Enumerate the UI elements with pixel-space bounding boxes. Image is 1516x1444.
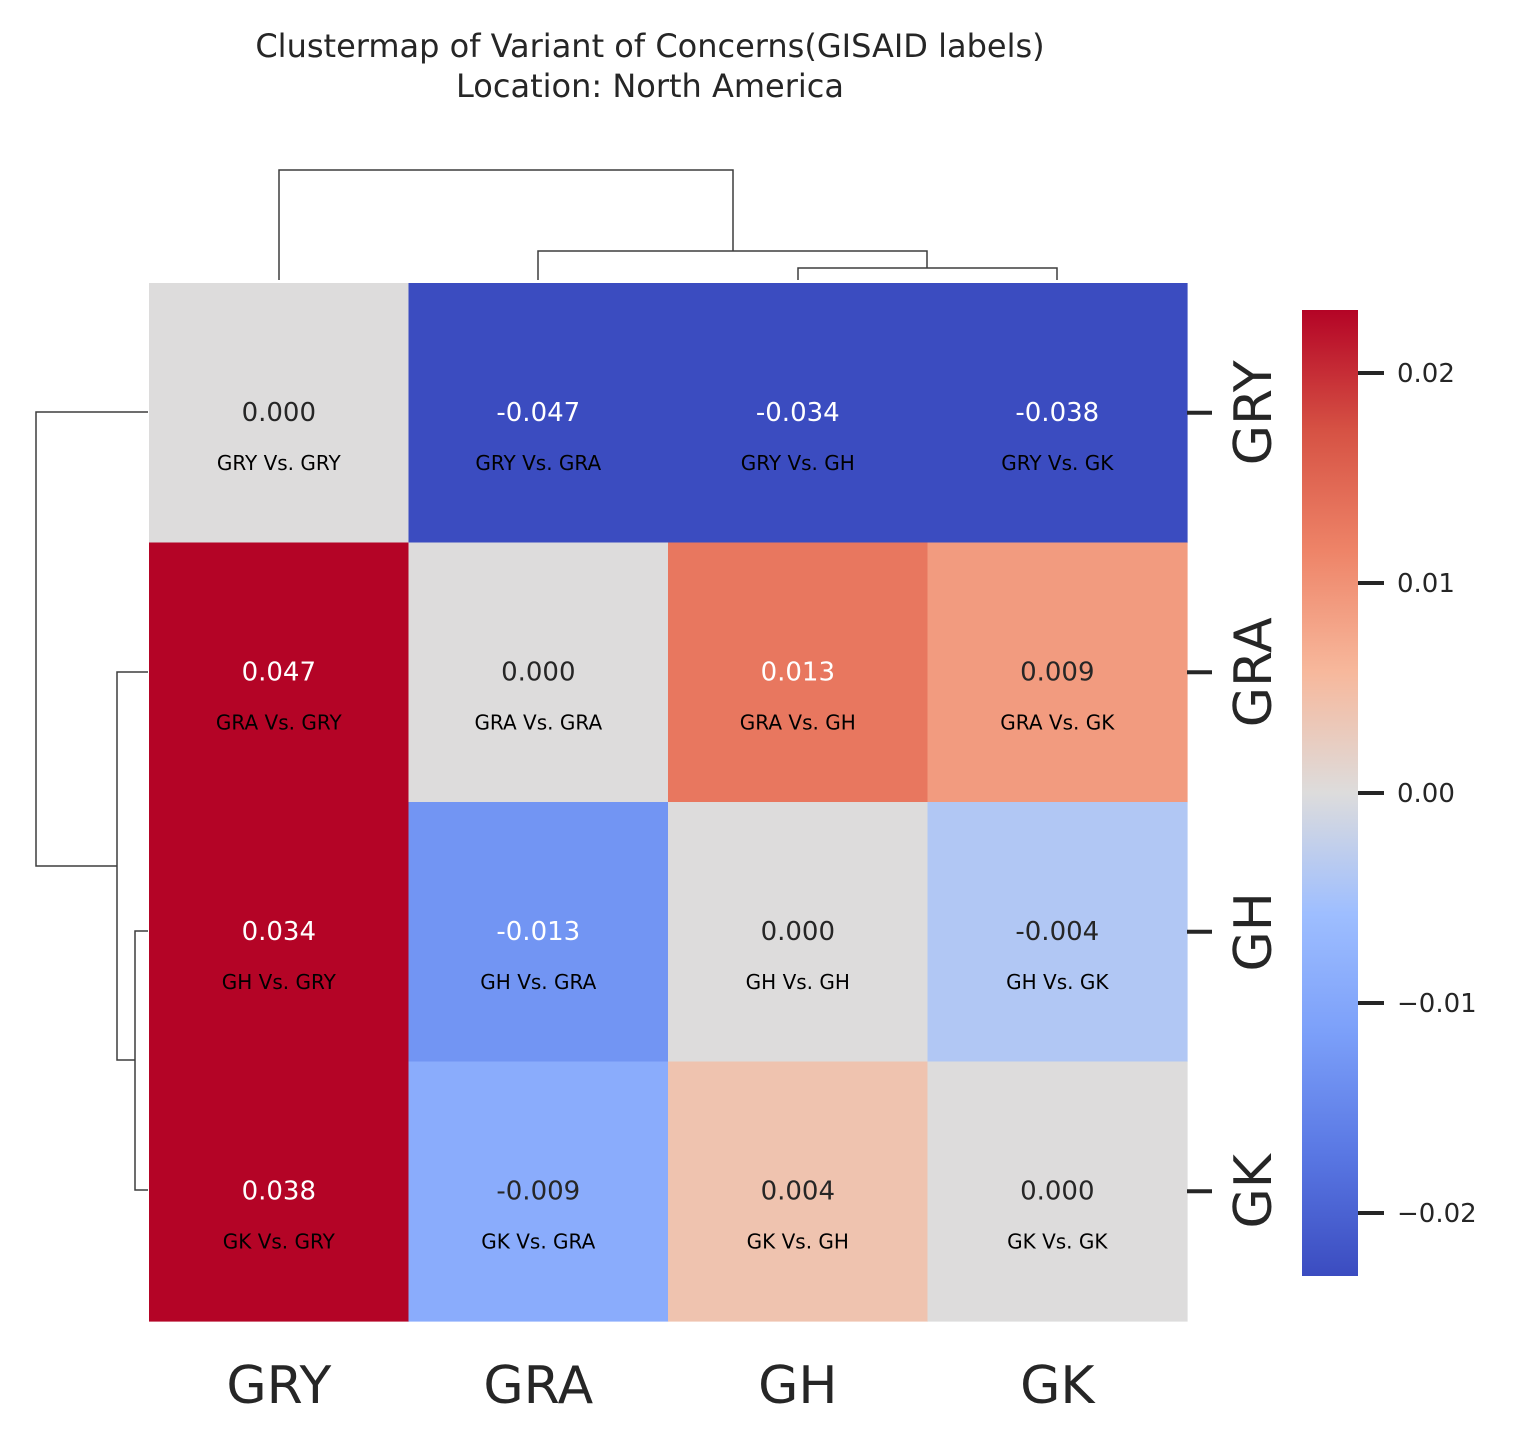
heatmap-cell [927, 1061, 1188, 1322]
dendrogram-left-link-gra [116, 671, 148, 1061]
heatmap-cell [408, 283, 669, 544]
cell-value-label: 0.009 [1020, 658, 1094, 688]
cell-value-label: 0.000 [1020, 1177, 1094, 1207]
heatmap-cell [927, 802, 1188, 1063]
dendrogram-left-link-gh-gk [134, 930, 148, 1191]
cell-value-label: -0.004 [1015, 917, 1099, 947]
heatmap-cell [149, 283, 410, 544]
dendrogram-top-link-root [278, 169, 734, 280]
cell-annotation-label: GH Vs. GK [1006, 970, 1109, 994]
row-tick-label: GH [1224, 892, 1284, 971]
column-axis: GRY GRA GH GK [226, 1356, 1096, 1416]
heatmap-cell [408, 802, 669, 1063]
heatmap-cell [149, 802, 410, 1063]
heatmap-cell [408, 542, 669, 803]
cell-value-label: 0.047 [242, 658, 316, 688]
colorbar-tick-label: −0.01 [1397, 989, 1477, 1019]
cell-annotation-label: GRA Vs. GH [740, 711, 856, 735]
heatmap-cells [149, 283, 1188, 1322]
top-dendrogram [278, 169, 1058, 280]
cell-value-label: -0.047 [496, 398, 580, 428]
cell-annotation-label: GRA Vs. GRY [216, 711, 343, 735]
colorbar-axis: 0.02 0.01 0.00 −0.01 −0.02 [1358, 359, 1477, 1229]
cell-annotation-label: GK Vs. GK [1007, 1230, 1108, 1254]
cell-annotation-label: GRA Vs. GK [1000, 711, 1115, 735]
left-dendrogram [35, 411, 148, 1191]
row-tick-label: GRY [1224, 360, 1284, 465]
cell-annotation-label: GH Vs. GH [746, 970, 850, 994]
cell-annotation-label: GRY Vs. GRA [475, 451, 601, 475]
column-tick-label: GRA [483, 1356, 593, 1416]
colorbar [1302, 310, 1358, 1276]
cell-value-label: -0.038 [1015, 398, 1099, 428]
cell-annotation-label: GK Vs. GH [747, 1230, 849, 1254]
column-tick-label: GK [1020, 1356, 1096, 1416]
chart-title: Clustermap of Variant of Concerns(GISAID… [255, 27, 1045, 65]
heatmap-cell [927, 283, 1188, 544]
heatmap-annotations: 0.000 GRY Vs. GRY -0.047 GRY Vs. GRA -0.034 G… [216, 398, 1115, 1254]
cell-annotation-label: GK Vs. GRA [481, 1230, 595, 1254]
cell-value-label: 0.034 [242, 917, 316, 947]
column-tick-label: GH [758, 1356, 837, 1416]
cell-value-label: 0.004 [761, 1177, 835, 1207]
column-tick-label: GRY [226, 1356, 331, 1416]
heatmap-cell [149, 542, 410, 803]
heatmap-cell [668, 283, 929, 544]
cell-value-label: -0.009 [496, 1177, 580, 1207]
cell-annotation-label: GH Vs. GRA [480, 970, 596, 994]
cell-value-label: 0.000 [761, 917, 835, 947]
cell-annotation-label: GRY Vs. GK [1001, 451, 1114, 475]
heatmap-cell [668, 542, 929, 803]
row-axis: GRY GRA GH GK [1187, 360, 1284, 1229]
chart-subtitle: Location: North America [456, 67, 844, 105]
cell-value-label: -0.034 [756, 398, 840, 428]
cell-value-label: 0.000 [501, 658, 575, 688]
heatmap-cell [408, 1061, 669, 1322]
colorbar-tick-label: 0.02 [1397, 359, 1455, 389]
cell-value-label: 0.013 [761, 658, 835, 688]
cell-value-label: -0.013 [496, 917, 580, 947]
dendrogram-left-link-root [35, 411, 148, 867]
colorbar-tick-label: −0.02 [1397, 1199, 1477, 1229]
heatmap-cell [668, 802, 929, 1063]
cell-value-label: 0.000 [242, 398, 316, 428]
row-tick-label: GK [1224, 1152, 1284, 1228]
colorbar-tick-label: 0.01 [1397, 569, 1455, 599]
cell-annotation-label: GRA Vs. GRA [474, 711, 602, 735]
cell-annotation-label: GRY Vs. GRY [217, 451, 342, 475]
cell-annotation-label: GH Vs. GRY [222, 970, 337, 994]
dendrogram-top-link-gh-gk [797, 267, 1058, 280]
heatmap-cell [668, 1061, 929, 1322]
cell-annotation-label: GRY Vs. GH [741, 451, 855, 475]
cell-annotation-label: GK Vs. GRY [223, 1230, 336, 1254]
heatmap-cell [927, 542, 1188, 803]
dendrogram-top-link-gra [537, 250, 928, 280]
row-tick-label: GRA [1224, 617, 1284, 727]
heatmap-cell [149, 1061, 410, 1322]
colorbar-tick-label: 0.00 [1397, 779, 1455, 809]
cell-value-label: 0.038 [242, 1177, 316, 1207]
